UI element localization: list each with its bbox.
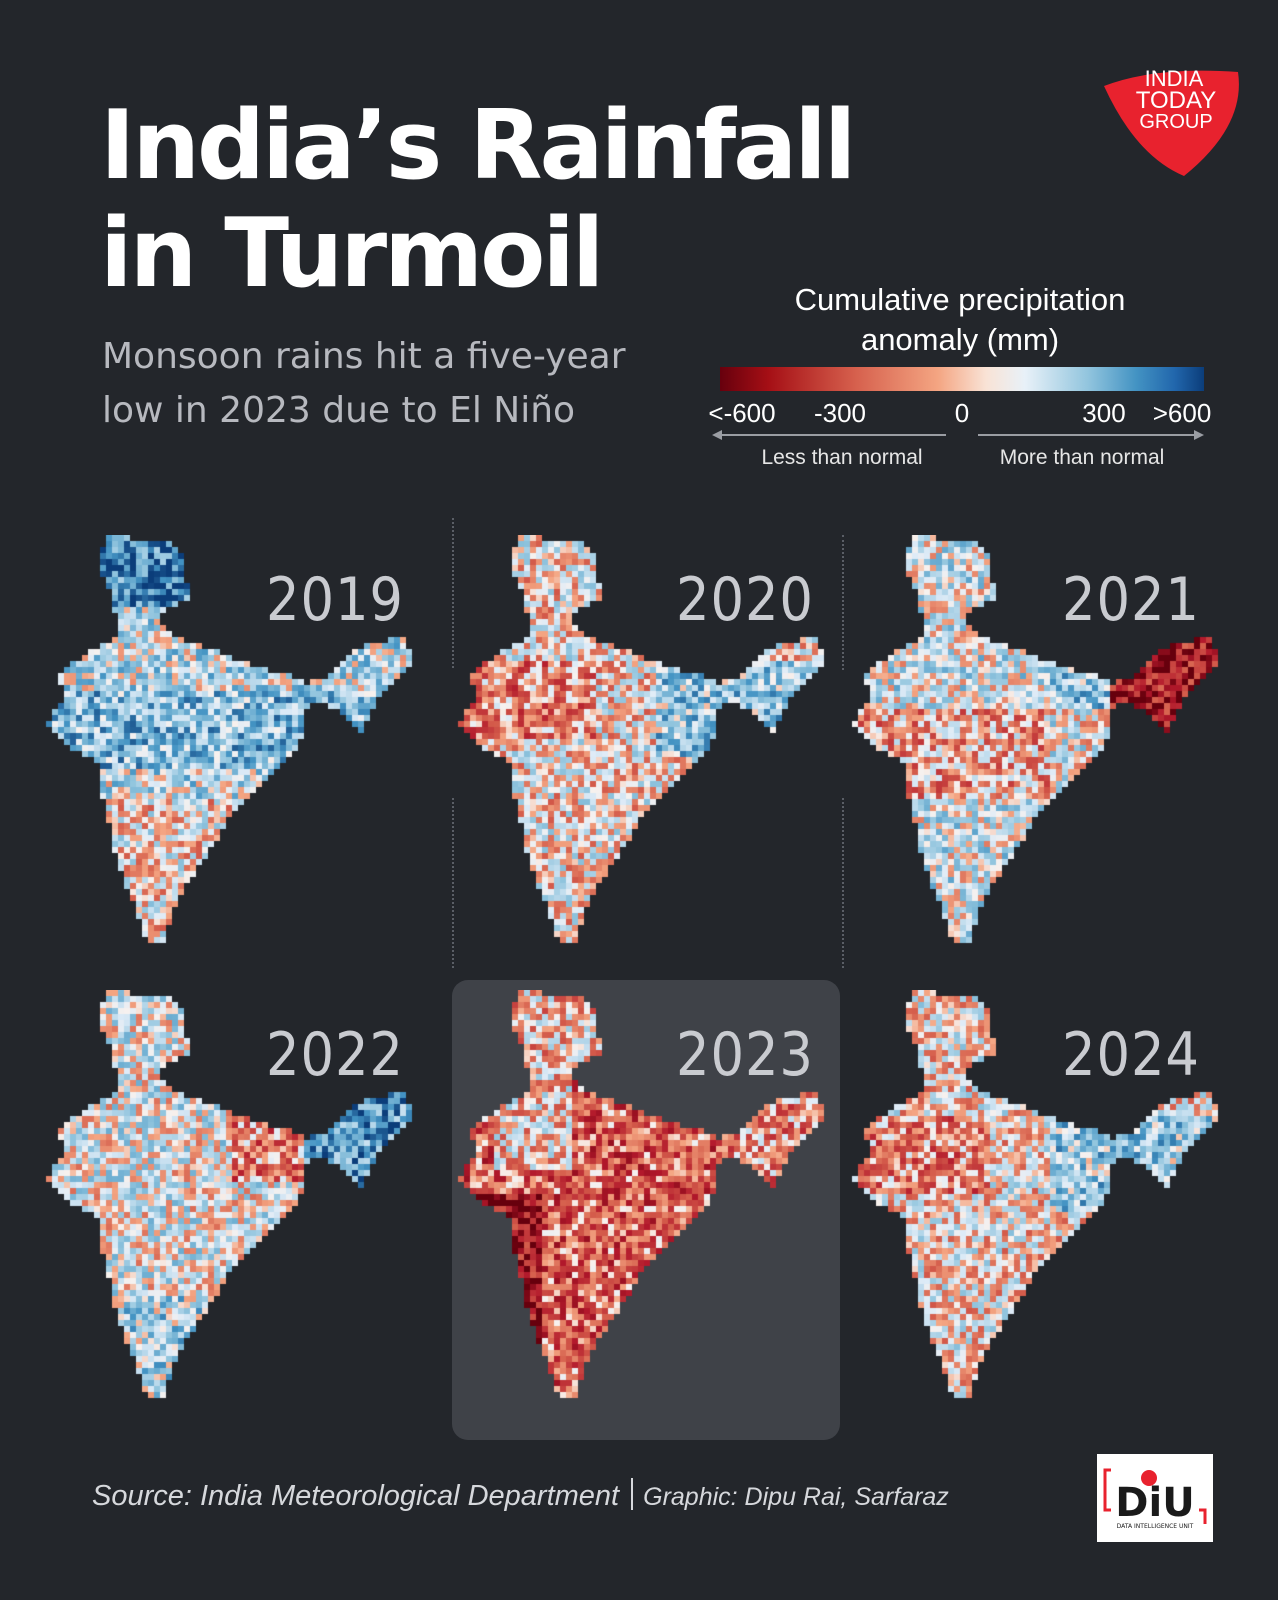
right-arrow-icon <box>1194 430 1204 440</box>
subtitle-line-1: Monsoon rains hit a five-year <box>102 336 626 377</box>
year-label: 2023 <box>676 1020 814 1090</box>
subtitle-line-2: low in 2023 due to El Niño <box>102 390 576 431</box>
diu-logo-bracket-left <box>1103 1468 1111 1512</box>
color-legend: Cumulative precipitation anomaly (mm) <-… <box>700 280 1220 480</box>
india-map-2020 <box>452 535 860 967</box>
india-today-logo-text-2: TODAY <box>1136 87 1216 114</box>
india-map-2019 <box>40 535 448 967</box>
legend-color-bar <box>720 367 1204 391</box>
diu-logo: DiU DATA INTELLIGENCE UNIT <box>1097 1454 1213 1542</box>
india-today-logo: INDIA TODAY GROUP <box>1104 66 1239 176</box>
diu-logo-bracket-right <box>1199 1508 1207 1524</box>
legend-tick-label: -300 <box>813 398 867 428</box>
india-today-logo-shape <box>1104 70 1239 176</box>
diu-logo-dot <box>1141 1470 1157 1486</box>
map-panel-2024: 2024 <box>846 990 1254 1422</box>
map-panel-2023: 2023 <box>452 990 860 1422</box>
legend-title: Cumulative precipitation anomaly (mm) <box>700 280 1220 360</box>
diu-logo-text: DiU <box>1115 1480 1194 1526</box>
map-panel-2020: 2020 <box>452 535 860 967</box>
source-footer: Source: India Meteorological Department G… <box>92 1478 949 1515</box>
page-title: India’s Rainfall in Turmoil <box>100 92 880 308</box>
year-label: 2019 <box>266 565 404 635</box>
map-panel-2019: 2019 <box>40 535 448 967</box>
legend-more-label: More than normal <box>999 446 1165 469</box>
india-map-2023 <box>452 990 860 1422</box>
legend-title-line-1: Cumulative precipitation <box>794 282 1126 317</box>
credit-text: Graphic: Dipu Rai, Sarfaraz <box>643 1483 949 1511</box>
diu-logo-subtext: DATA INTELLIGENCE UNIT <box>1117 1523 1194 1530</box>
diu-logo-background <box>1097 1454 1213 1542</box>
year-label: 2024 <box>1062 1020 1200 1090</box>
map-panel-2022: 2022 <box>40 990 448 1422</box>
legend-title-line-2: anomaly (mm) <box>860 322 1060 357</box>
year-label: 2020 <box>676 565 814 635</box>
year-label: 2021 <box>1062 565 1200 635</box>
footer-separator <box>631 1478 634 1510</box>
india-today-logo-text-3: GROUP <box>1139 111 1212 133</box>
india-today-logo-text-1: INDIA <box>1145 66 1204 91</box>
india-map-2024 <box>846 990 1254 1422</box>
left-arrow-icon <box>712 430 722 440</box>
page-subtitle: Monsoon rains hit a five-year low in 202… <box>102 330 662 438</box>
legend-tick-label: >600 <box>1152 398 1212 428</box>
map-panel-2021: 2021 <box>846 535 1254 967</box>
legend-less-label: Less than normal <box>761 446 923 469</box>
year-label: 2022 <box>266 1020 404 1090</box>
legend-tick-label: 300 <box>1082 398 1126 428</box>
legend-tick-label: 0 <box>954 398 970 428</box>
title-line-2: in Turmoil <box>100 199 604 309</box>
legend-tick-label: <-600 <box>708 398 776 428</box>
india-map-2022 <box>40 990 448 1422</box>
india-map-2021 <box>846 535 1254 967</box>
source-text: Source: India Meteorological Department <box>92 1480 620 1512</box>
legend-arrows <box>712 430 1204 440</box>
title-line-1: India’s Rainfall <box>100 91 856 201</box>
